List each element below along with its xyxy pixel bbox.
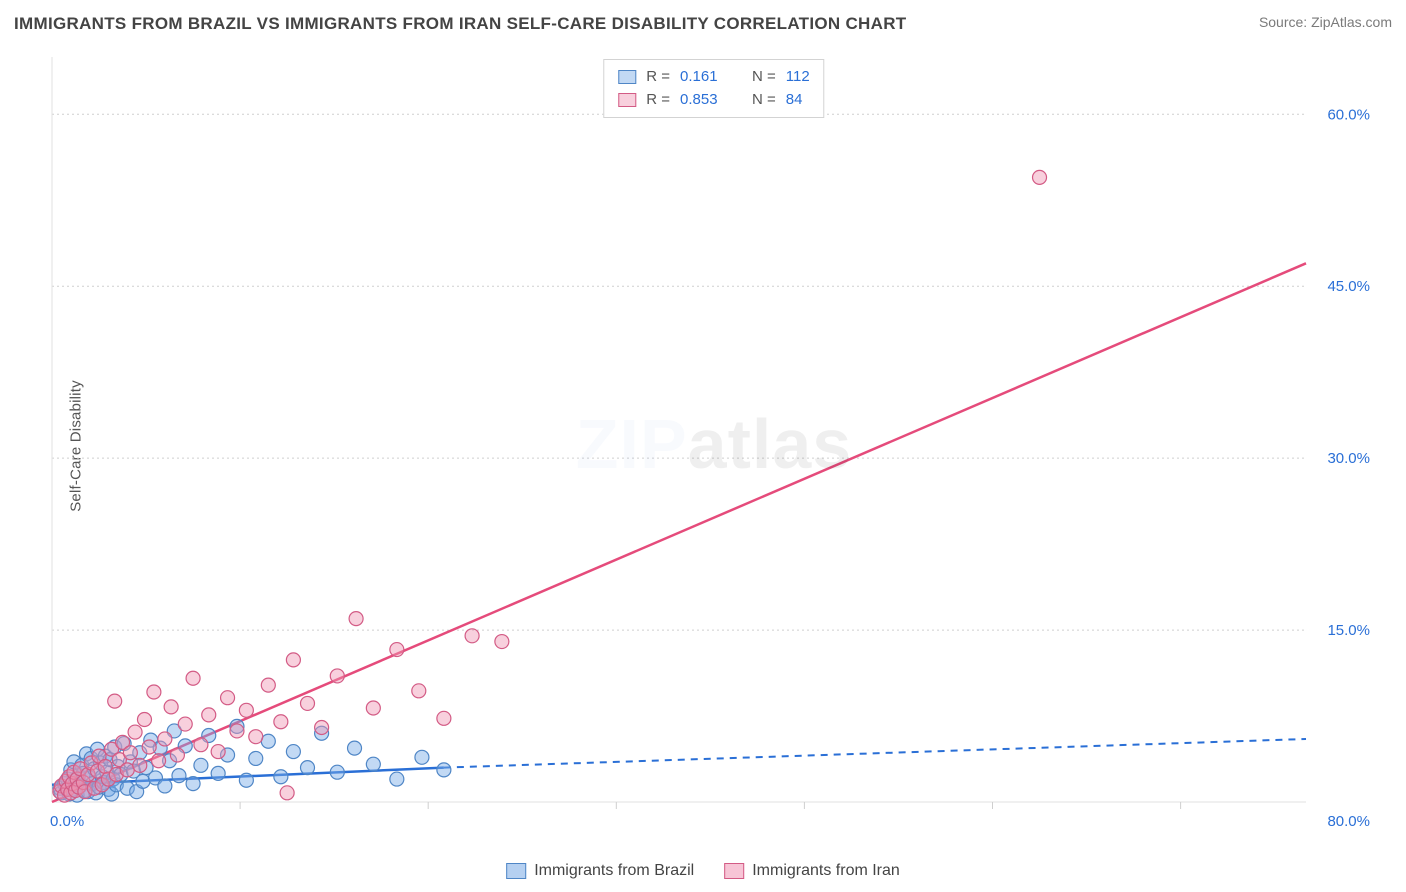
correlation-legend: R = 0.161 N = 112 R = 0.853 N = 84 <box>603 59 824 118</box>
swatch-brazil <box>506 863 526 879</box>
n-value-iran: 84 <box>786 89 803 112</box>
legend-row-iran: R = 0.853 N = 84 <box>618 89 809 112</box>
plot-area: ZIPatlas 15.0%30.0%45.0%60.0%0.0%80.0% R… <box>50 55 1378 832</box>
source-label: Source: ZipAtlas.com <box>1259 14 1392 30</box>
svg-text:80.0%: 80.0% <box>1327 813 1370 830</box>
svg-text:0.0%: 0.0% <box>50 813 84 830</box>
n-label: N = <box>752 89 776 112</box>
r-label: R = <box>646 66 670 89</box>
r-value-iran: 0.853 <box>680 89 732 112</box>
legend-item-iran: Immigrants from Iran <box>724 862 900 880</box>
n-value-brazil: 112 <box>786 66 810 89</box>
series-legend: Immigrants from Brazil Immigrants from I… <box>506 862 900 880</box>
svg-text:30.0%: 30.0% <box>1327 450 1370 467</box>
r-value-brazil: 0.161 <box>680 66 732 89</box>
n-label: N = <box>752 66 776 89</box>
legend-label-brazil: Immigrants from Brazil <box>534 862 694 880</box>
swatch-iran <box>724 863 744 879</box>
r-label: R = <box>646 89 670 112</box>
svg-text:45.0%: 45.0% <box>1327 278 1370 295</box>
chart-title: IMMIGRANTS FROM BRAZIL VS IMMIGRANTS FRO… <box>14 14 906 34</box>
svg-text:60.0%: 60.0% <box>1327 106 1370 123</box>
svg-text:15.0%: 15.0% <box>1327 622 1370 639</box>
chart-card: IMMIGRANTS FROM BRAZIL VS IMMIGRANTS FRO… <box>0 0 1406 892</box>
scatter-chart: 15.0% 30.0% 45.0% 60.0% 0.0% 80.0% <box>50 55 1378 832</box>
swatch-iran <box>618 93 636 107</box>
swatch-brazil <box>618 70 636 84</box>
legend-row-brazil: R = 0.161 N = 112 <box>618 66 809 89</box>
header-row: IMMIGRANTS FROM BRAZIL VS IMMIGRANTS FRO… <box>14 14 1392 34</box>
legend-item-brazil: Immigrants from Brazil <box>506 862 694 880</box>
legend-label-iran: Immigrants from Iran <box>752 862 900 880</box>
